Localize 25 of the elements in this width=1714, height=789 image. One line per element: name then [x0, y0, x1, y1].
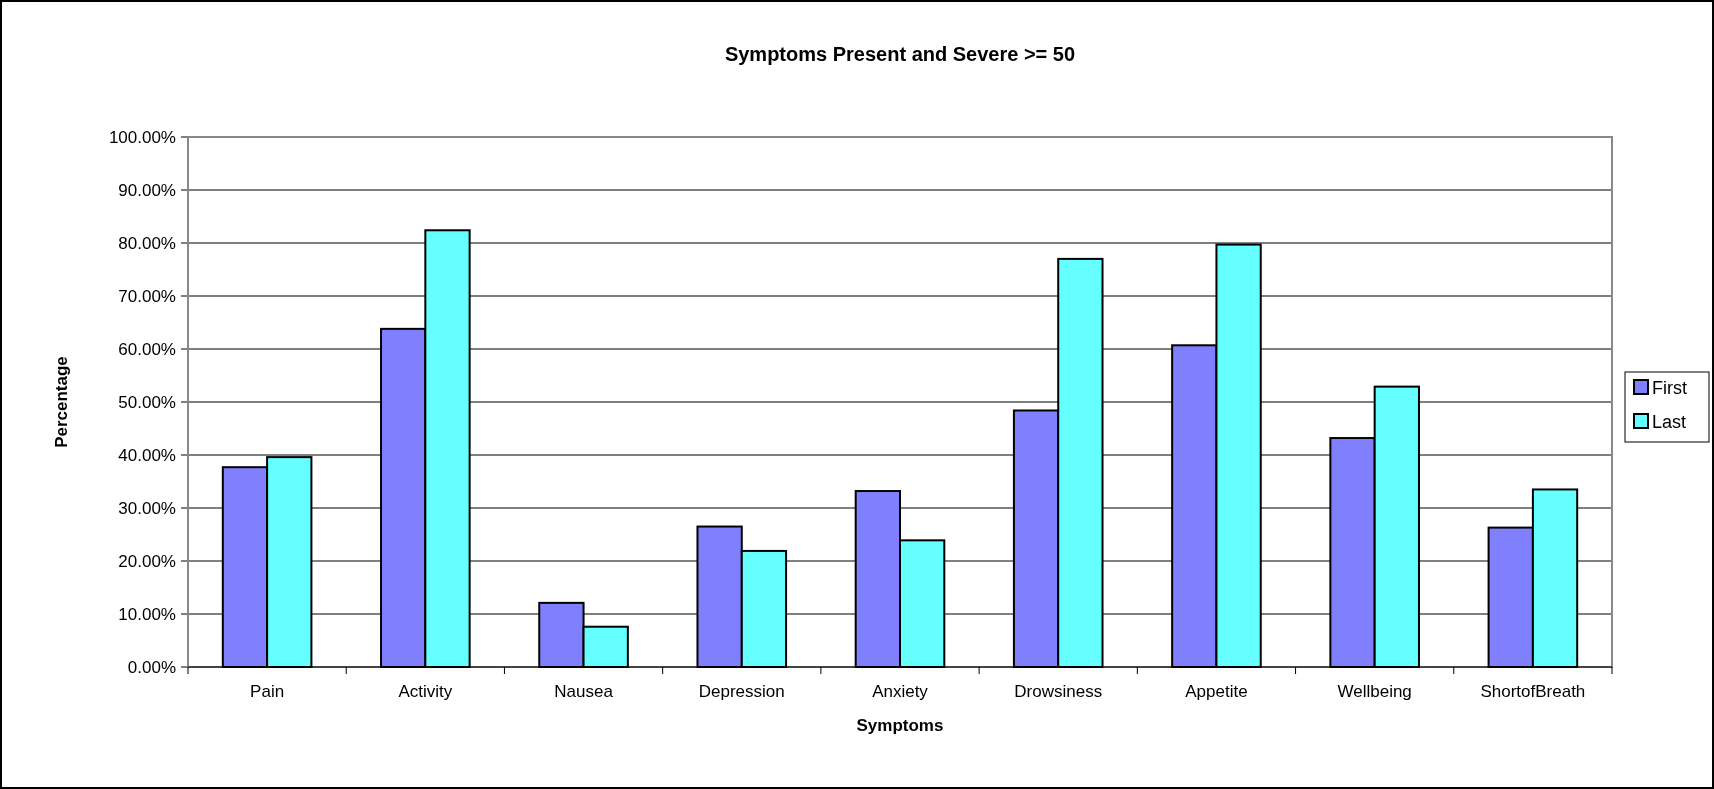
y-tick-label: 80.00%: [118, 233, 176, 253]
y-tick-label: 50.00%: [118, 392, 176, 412]
x-tick-label: Activity: [398, 682, 453, 701]
y-tick-label: 100.00%: [108, 127, 176, 147]
y-axis-title: Percentage: [52, 356, 71, 448]
y-tick-label: 90.00%: [118, 180, 176, 200]
x-tick-label: Drowsiness: [1014, 682, 1103, 701]
x-tick-label: Wellbeing: [1337, 682, 1412, 701]
x-tick-label: Nausea: [554, 682, 614, 701]
x-tick-label: ShortofBreath: [1480, 682, 1586, 701]
x-tick-label: Pain: [250, 682, 285, 701]
y-tick-label: 10.00%: [118, 604, 176, 624]
chart-title: Symptoms Present and Severe >= 50: [724, 43, 1076, 65]
y-tick-label: 20.00%: [118, 551, 176, 571]
y-tick-label: 60.00%: [118, 339, 176, 359]
legend-label: First: [1652, 378, 1687, 398]
y-tick-label: 30.00%: [118, 498, 176, 518]
x-tick-label: Appetite: [1185, 682, 1248, 701]
legend-label: Last: [1652, 412, 1687, 432]
x-tick-label: Anxiety: [872, 682, 929, 701]
y-tick-label: 70.00%: [118, 286, 176, 306]
x-tick-label: Depression: [698, 682, 785, 701]
x-axis-title: Symptoms: [856, 716, 944, 735]
y-tick-label: 40.00%: [118, 445, 176, 465]
y-tick-label: 0.00%: [127, 657, 176, 677]
